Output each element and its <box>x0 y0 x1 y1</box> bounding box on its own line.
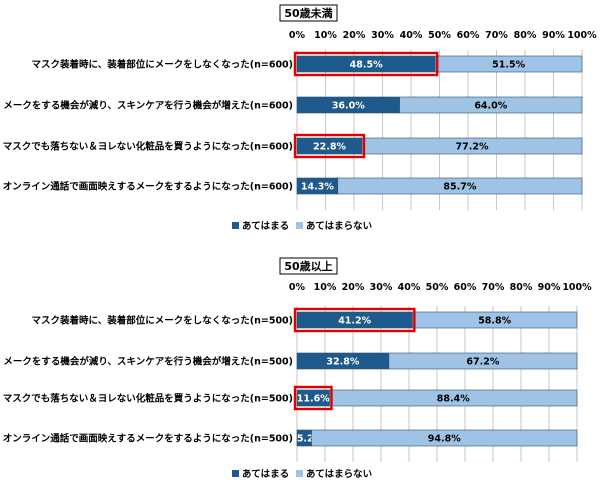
x-tick-label: 40% <box>400 30 423 41</box>
legend-swatch-disagree <box>296 470 303 477</box>
x-tick-label: 100% <box>562 282 592 293</box>
panel-title-box <box>279 257 338 275</box>
category-label: メークをする機会が減り、スキンケアを行う機会が増えた(n=600) <box>3 100 293 112</box>
category-label: メークをする機会が減り、スキンケアを行う機会が増えた(n=500) <box>3 356 293 368</box>
category-label: オンライン通話で画面映えするメークをするようになった(n=500) <box>3 433 293 445</box>
data-label: 94.8% <box>428 434 461 445</box>
legend-label: あてはまらない <box>306 220 372 232</box>
bar-segment-disagree <box>412 311 578 329</box>
bar-segment-disagree <box>337 177 583 195</box>
x-tick-label: 0% <box>289 30 306 41</box>
legend-label: あてはまる <box>242 220 289 232</box>
x-tick-label: 40% <box>398 282 421 293</box>
data-label: 32.8% <box>326 357 359 368</box>
bar-segment-disagree <box>434 55 583 73</box>
data-label: 85.7% <box>443 182 476 193</box>
x-tick-label: 90% <box>542 30 565 41</box>
highlight-box <box>293 51 439 77</box>
data-label: 51.5% <box>492 60 525 71</box>
x-tick-label: 100% <box>567 30 597 41</box>
category-label: マスク装着時に、装着部位にメークをしなくなった(n=600) <box>32 59 293 71</box>
legend-label: あてはまる <box>242 468 289 480</box>
x-tick-label: 0% <box>289 282 306 293</box>
highlight-box <box>293 307 416 333</box>
category-label: オンライン通話で画面映えするメークをするようになった(n=600) <box>3 181 293 193</box>
x-tick-label: 70% <box>482 282 505 293</box>
x-tick-label: 80% <box>514 30 537 41</box>
bar-segment-disagree <box>388 352 578 370</box>
data-label: 41.2% <box>338 316 371 327</box>
data-label: 14.3% <box>301 182 334 193</box>
bar-segment-disagree <box>329 389 578 407</box>
highlight-box <box>293 133 366 159</box>
x-tick-label: 10% <box>314 30 337 41</box>
panel-title: 50歳未満 <box>284 6 332 20</box>
legend-swatch-agree <box>232 470 239 477</box>
data-label: 22.8% <box>313 142 346 153</box>
x-tick-label: 50% <box>426 282 449 293</box>
data-label: 88.4% <box>437 394 470 405</box>
data-label: 67.2% <box>466 357 499 368</box>
category-label: マスクでも落ちない＆ヨレない化粧品を買うようになった(n=500) <box>3 393 293 405</box>
x-tick-label: 10% <box>314 282 337 293</box>
x-tick-label: 20% <box>342 282 365 293</box>
data-label: 58.8% <box>478 316 511 327</box>
x-tick-label: 30% <box>371 30 394 41</box>
legend-swatch-agree <box>232 222 239 229</box>
data-label: 48.5% <box>350 60 383 71</box>
x-tick-label: 30% <box>370 282 393 293</box>
x-tick-label: 90% <box>538 282 561 293</box>
category-label: マスクでも落ちない＆ヨレない化粧品を買うようになった(n=600) <box>3 141 293 153</box>
legend-label: あてはまらない <box>306 468 372 480</box>
x-tick-label: 60% <box>454 282 477 293</box>
data-label: 5.2% <box>297 434 324 445</box>
panel-title: 50歳以上 <box>284 259 332 273</box>
data-label: 77.2% <box>456 142 489 153</box>
x-tick-label: 50% <box>428 30 451 41</box>
x-tick-label: 20% <box>343 30 366 41</box>
bar-segment-disagree <box>361 137 583 155</box>
data-label: 64.0% <box>474 101 507 112</box>
bar-segment-disagree <box>399 96 583 114</box>
data-label: 36.0% <box>332 101 365 112</box>
data-label: 11.6% <box>297 394 330 405</box>
x-tick-label: 80% <box>510 282 533 293</box>
panel-title-box <box>279 4 338 22</box>
legend-swatch-disagree <box>296 222 303 229</box>
x-tick-label: 60% <box>457 30 480 41</box>
bar-segment-disagree <box>311 429 578 447</box>
highlight-box <box>293 385 333 411</box>
category-label: マスク装着時に、装着部位にメークをしなくなった(n=500) <box>32 315 293 327</box>
x-tick-label: 70% <box>485 30 508 41</box>
